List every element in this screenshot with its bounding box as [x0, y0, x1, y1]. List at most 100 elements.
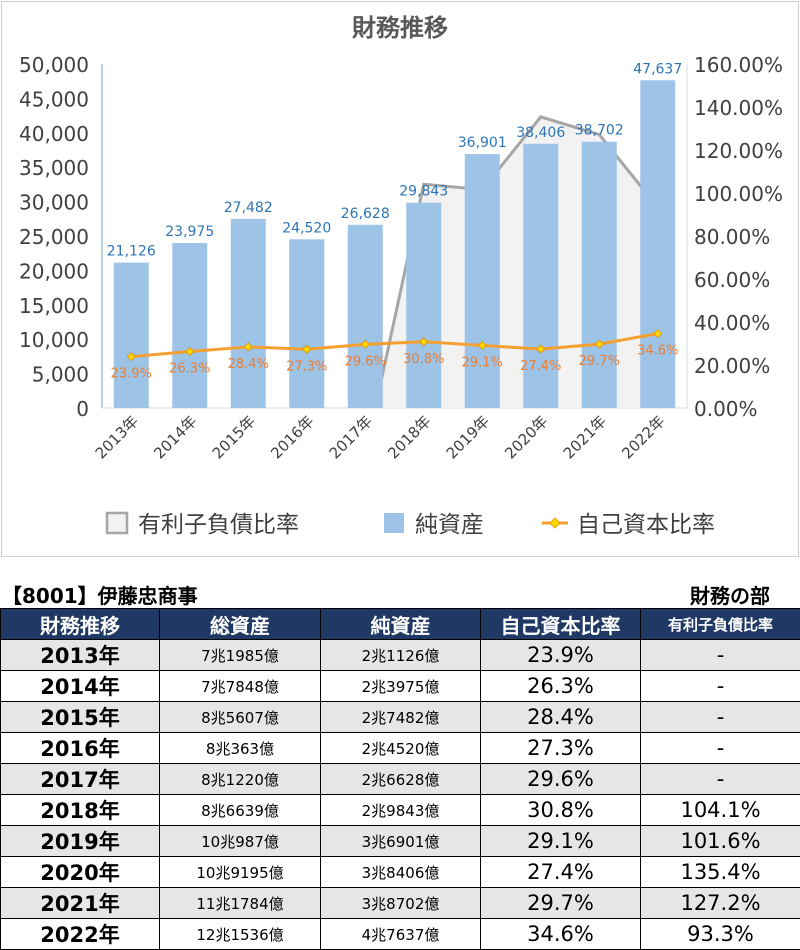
category-label: 2019年 [443, 412, 493, 462]
legend-swatch-debt-ratio [107, 513, 127, 533]
table-cell: 127.2% [641, 888, 800, 919]
left-tick-label: 5,000 [32, 363, 89, 387]
table-cell: 2020年 [1, 857, 160, 888]
equity-ratio-label: 27.3% [286, 359, 327, 374]
category-label: 2022年 [618, 412, 668, 462]
header-debt-ratio: 有利子負債比率 [641, 609, 800, 640]
equity-ratio-label: 29.6% [345, 354, 386, 369]
table-cell: - [641, 640, 800, 671]
table-cell: 2兆3975億 [321, 671, 481, 702]
right-tick-label: 120.00% [694, 139, 783, 163]
header-net-assets: 純資産 [321, 609, 481, 640]
table-cell: 26.3% [481, 671, 641, 702]
table-cell: 8兆6639億 [160, 795, 321, 826]
equity-ratio-label: 23.9% [111, 367, 152, 382]
table-cell: 2021年 [1, 888, 160, 919]
right-tick-label: 20.00% [694, 354, 770, 378]
net-assets-label: 38,406 [516, 125, 565, 141]
category-label: 2014年 [150, 412, 200, 462]
table-cell: 2兆7482億 [321, 702, 481, 733]
table-cell: 2019年 [1, 826, 160, 857]
right-tick-label: 100.00% [694, 182, 783, 206]
right-tick-label: 40.00% [694, 311, 770, 335]
table-cell: 3兆6901億 [321, 826, 481, 857]
table-cell: 2兆6628億 [321, 764, 481, 795]
left-tick-label: 40,000 [19, 122, 89, 146]
net-assets-label: 27,482 [224, 200, 273, 216]
table-cell: 104.1% [641, 795, 800, 826]
table-cell: 30.8% [481, 795, 641, 826]
table-cell: - [641, 671, 800, 702]
left-tick-label: 10,000 [19, 328, 89, 352]
left-tick-label: 20,000 [19, 259, 89, 283]
equity-ratio-label: 29.1% [462, 355, 503, 370]
legend-label-net-assets: 純資産 [415, 512, 484, 538]
financial-chart: 財務推移05,00010,00015,00020,00025,00030,000… [2, 2, 798, 556]
table-cell: 11兆1784億 [160, 888, 321, 919]
net-assets-bar [114, 263, 149, 408]
net-assets-label: 24,520 [282, 220, 331, 236]
header-period: 財務推移 [1, 609, 160, 640]
table-cell: 135.4% [641, 857, 800, 888]
table-cell: 2014年 [1, 671, 160, 702]
table-cell: 8兆363億 [160, 733, 321, 764]
table-cell: 7兆7848億 [160, 671, 321, 702]
table-cell: - [641, 764, 800, 795]
category-label: 2015年 [209, 412, 259, 462]
right-tick-label: 60.00% [694, 268, 770, 292]
net-assets-label: 36,901 [458, 135, 507, 151]
equity-ratio-label: 28.4% [228, 357, 269, 372]
chart-title: 財務推移 [352, 14, 448, 42]
legend-swatch-net-assets [384, 513, 404, 533]
table-cell: - [641, 733, 800, 764]
section-label: 財務の部 [690, 580, 770, 609]
right-tick-label: 160.00% [694, 53, 783, 77]
table-cell: 8兆5607億 [160, 702, 321, 733]
legend-swatch-equity-marker [550, 518, 560, 528]
net-assets-label: 23,975 [165, 224, 214, 240]
company-title: 【8001】伊藤忠商事 [2, 580, 198, 609]
category-label: 2013年 [92, 412, 142, 462]
table-cell: 2兆1126億 [321, 640, 481, 671]
left-tick-label: 25,000 [19, 225, 89, 249]
category-label: 2020年 [501, 412, 551, 462]
net-assets-bar [348, 225, 383, 408]
category-label: 2016年 [267, 412, 317, 462]
right-tick-label: 140.00% [694, 96, 783, 120]
equity-ratio-label: 30.8% [403, 352, 444, 367]
table-cell: 2兆4520億 [321, 733, 481, 764]
table-header-row: 財務推移 総資産 純資産 自己資本比率 有利子負債比率 [1, 609, 800, 640]
table-cell: 7兆1985億 [160, 640, 321, 671]
table-cell: 10兆9195億 [160, 857, 321, 888]
table-cell: 2017年 [1, 764, 160, 795]
right-tick-label: 80.00% [694, 225, 770, 249]
left-tick-label: 35,000 [19, 156, 89, 180]
table-cell: 2016年 [1, 733, 160, 764]
table-cell: 28.4% [481, 702, 641, 733]
equity-ratio-label: 29.7% [579, 354, 620, 369]
net-assets-label: 26,628 [341, 206, 390, 222]
left-tick-label: 15,000 [19, 294, 89, 318]
table-cell: 3兆8702億 [321, 888, 481, 919]
net-assets-label: 21,126 [107, 244, 156, 260]
equity-ratio-label: 26.3% [169, 361, 210, 376]
net-assets-bar [172, 243, 207, 408]
net-assets-label: 29,843 [399, 184, 448, 200]
table-cell: 23.9% [481, 640, 641, 671]
table-cell: 2015年 [1, 702, 160, 733]
left-tick-label: 45,000 [19, 87, 89, 111]
table-cell: - [641, 702, 800, 733]
table-cell: 2兆9843億 [321, 795, 481, 826]
table-cell: 2013年 [1, 640, 160, 671]
table-cell: 3兆8406億 [321, 857, 481, 888]
net-assets-bar [406, 203, 441, 408]
table-cell: 29.1% [481, 826, 641, 857]
